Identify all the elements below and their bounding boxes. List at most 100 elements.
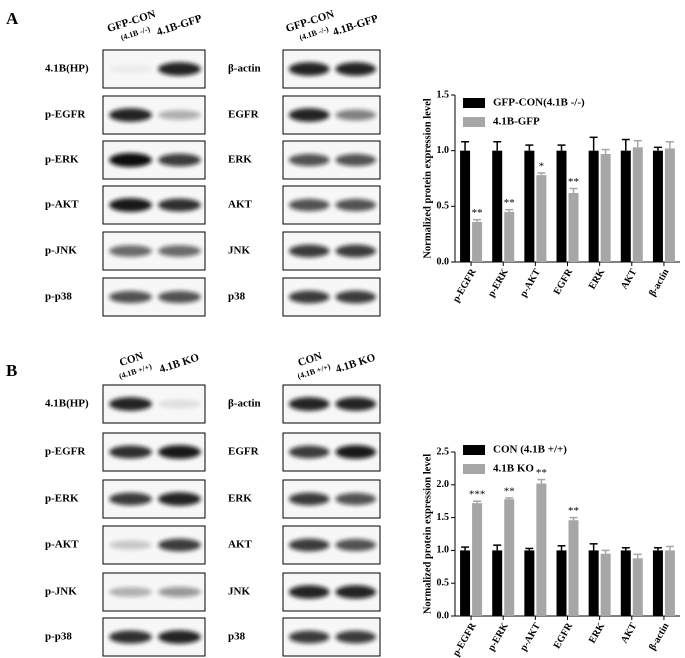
blot-band: [335, 62, 377, 76]
blot-band: [109, 397, 152, 411]
error-bar: [505, 208, 514, 212]
bar: [588, 550, 599, 616]
blot-band: [335, 244, 377, 258]
bar: [652, 150, 663, 262]
legend-swatch: [463, 445, 485, 455]
column-header: 4.1B KO: [158, 351, 201, 375]
blot-band: [288, 108, 330, 122]
bar: [472, 221, 483, 262]
x-tick-label: ERK: [587, 267, 607, 291]
blot-band: [109, 587, 152, 597]
x-tick-label: p-ERK: [486, 267, 511, 299]
blot-label: β-actin: [228, 63, 261, 75]
blot-band: [335, 445, 377, 459]
bar: [664, 148, 675, 262]
bar: [536, 175, 547, 262]
error-bar: [633, 553, 642, 559]
bar: [588, 150, 599, 262]
blot-label: p38: [228, 631, 246, 643]
x-tick-label: AKT: [619, 621, 640, 646]
significance-mark: **: [568, 176, 579, 188]
column-header: 4.1B KO: [334, 351, 377, 375]
x-tick-label: p-ERK: [486, 621, 511, 653]
bar: [504, 211, 515, 262]
error-bar: [461, 141, 470, 151]
bar: [556, 150, 567, 262]
error-bar: [601, 148, 610, 155]
bar: [620, 550, 631, 616]
blot-label: ERK: [228, 493, 252, 505]
error-bar: [537, 172, 546, 176]
blot-band: [288, 630, 330, 644]
blot-band: [288, 397, 330, 411]
legend-swatch: [463, 98, 485, 108]
significance-mark: ***: [469, 489, 486, 501]
blot-label: p38: [228, 291, 246, 303]
error-bar: [601, 549, 610, 554]
y-tick-label: 1.5: [437, 89, 450, 100]
blot-band: [109, 198, 152, 212]
blot-band: [158, 586, 201, 598]
blot-band: [288, 290, 330, 304]
blot-band: [158, 153, 201, 167]
blot-band: [158, 538, 201, 552]
x-tick-label: p-EGFR: [451, 266, 479, 304]
y-axis-title: Normalized protein expression level: [422, 454, 433, 614]
blot-band: [158, 445, 201, 459]
y-tick-label: 0.0: [437, 610, 450, 621]
blot-band: [158, 62, 201, 76]
blot-label: p-AKT: [45, 539, 79, 551]
legend-swatch: [463, 464, 485, 474]
panel-letter: A: [6, 9, 19, 28]
y-tick-label: 1.5: [437, 512, 450, 523]
error-bar: [505, 497, 514, 500]
x-tick-label: β-actin: [647, 267, 672, 299]
blot-band: [109, 64, 152, 74]
blot-band: [335, 109, 377, 121]
blot-label: ERK: [228, 154, 252, 166]
error-bar: [461, 546, 470, 551]
blot-band: [158, 198, 201, 212]
error-bar: [621, 138, 630, 151]
significance-mark: **: [504, 197, 515, 209]
bar: [600, 553, 611, 616]
error-bar: [557, 144, 566, 151]
error-bar: [589, 136, 598, 151]
blot-label: p-JNK: [45, 245, 77, 257]
blot-band: [288, 198, 330, 212]
error-bar: [665, 141, 674, 149]
blot-band: [109, 245, 152, 257]
legend-label: 4.1B-GFP: [493, 116, 540, 128]
error-bar: [493, 544, 502, 551]
blot-band: [335, 153, 377, 167]
legend-label: CON (4.1B +/+): [493, 444, 567, 456]
error-bar: [589, 543, 598, 551]
error-bar: [525, 144, 534, 151]
bar: [632, 147, 643, 262]
blot-band: [158, 630, 201, 644]
blot-band: [288, 538, 330, 552]
blot-band: [335, 198, 377, 212]
bar: [460, 150, 471, 262]
y-tick-label: 1.0: [437, 545, 450, 556]
x-tick-label: EGFR: [552, 620, 576, 650]
significance-mark: **: [568, 505, 579, 517]
bar: [472, 503, 483, 616]
bar: [556, 550, 567, 616]
error-bar: [473, 500, 482, 504]
panel-letter: B: [6, 361, 17, 380]
bar: [460, 550, 471, 616]
bar: [492, 150, 503, 262]
blot-band: [335, 492, 377, 506]
blot-label: EGFR: [228, 109, 260, 121]
error-bar: [569, 516, 578, 521]
error-bar: [621, 547, 630, 551]
blot-band: [335, 630, 377, 644]
error-bar: [653, 146, 662, 151]
significance-mark: **: [536, 467, 547, 479]
y-axis-title: Normalized protein expression level: [422, 98, 433, 258]
significance-mark: *: [539, 160, 545, 172]
blot-label: 4.1B(HP): [45, 63, 89, 75]
error-bar: [525, 547, 534, 551]
blot-label: p-JNK: [45, 586, 77, 598]
